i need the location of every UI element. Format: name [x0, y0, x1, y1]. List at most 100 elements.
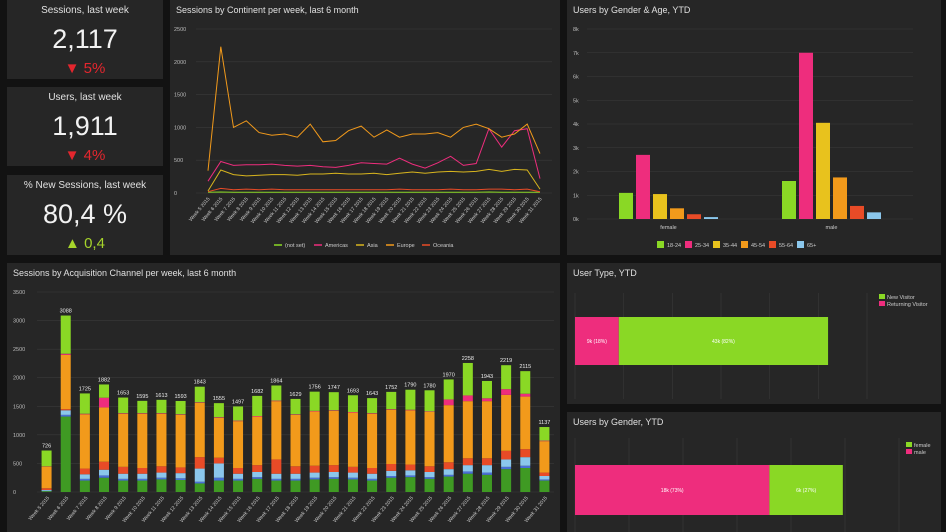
bar-segment: [328, 465, 339, 472]
bar-segment: [194, 481, 205, 484]
panel-title: Users by Gender, YTD: [573, 417, 664, 427]
bar-segment: [79, 478, 90, 481]
gender-chart-panel: Users by Gender, YTD 18k (73%) 6k (27%) fe…: [567, 412, 941, 532]
bar-segment: [386, 464, 397, 471]
bar-segment: [424, 478, 435, 492]
y-tick-label: 3000: [13, 319, 25, 325]
bar-female-25-34: [636, 154, 650, 219]
y-tick-label: 3500: [13, 290, 25, 296]
data-label: 3088: [60, 309, 72, 315]
bar-segment: [79, 413, 90, 415]
y-tick-label: 6k: [573, 75, 579, 81]
kpi-value: 80,4 %: [42, 199, 128, 229]
legend-label: Americas: [325, 243, 348, 249]
bar-segment: [328, 472, 339, 478]
y-tick-label: 0k: [573, 217, 579, 223]
bar-female-45-54: [670, 208, 684, 219]
y-tick-label: 3k: [573, 146, 579, 152]
bar-male-18-24: [782, 181, 796, 219]
bar-segment: [252, 395, 263, 416]
bar-segment: [137, 413, 148, 468]
bar-segment: [79, 414, 90, 469]
legend-swatch: [741, 241, 748, 248]
panel-title: Users by Gender & Age, YTD: [573, 5, 691, 15]
legend-label: 55-64: [779, 243, 793, 249]
bar-segment: [271, 478, 282, 481]
y-tick-label: 2500: [13, 347, 25, 353]
bar-segment: [501, 394, 512, 451]
bar-segment: [481, 472, 492, 475]
bar-segment: [501, 469, 512, 492]
bar-segment: [252, 465, 263, 472]
bar-segment: [405, 475, 416, 478]
data-label: 1613: [155, 393, 167, 399]
bar-segment: [290, 480, 301, 492]
bar-segment: [233, 468, 244, 474]
data-label: 1790: [404, 383, 416, 389]
legend-label: (not set): [285, 243, 305, 249]
legend-swatch: [657, 241, 664, 248]
bar-segment: [137, 468, 148, 474]
bar-segment: [367, 398, 378, 414]
y-tick-label: 1500: [174, 93, 186, 99]
bar-segment: [271, 459, 282, 474]
gender-age-bar-chart: 0k 1k 2k 3k 4k 5k 6k 7k 8k female male 18-24 25-34 35…: [573, 27, 913, 249]
bar-segment: [271, 473, 282, 479]
bar-segment: [213, 463, 224, 478]
data-label: 1693: [347, 388, 359, 394]
bar-segment: [156, 466, 167, 473]
kpi-delta-value: 5%: [83, 60, 106, 77]
data-label: 1970: [443, 372, 455, 378]
bar-segment: [99, 469, 110, 476]
bar-segment: [462, 395, 473, 402]
kpi-title: Users, last week: [48, 92, 122, 103]
bar-segment: [309, 472, 320, 478]
bar-segment: [443, 405, 454, 463]
bar-segment: [405, 470, 416, 476]
bar-male-55-64: [850, 205, 864, 219]
legend-label: Oceania: [433, 243, 454, 249]
bar-segment: [41, 450, 52, 467]
bar-segment: [347, 395, 358, 412]
y-tick-label: 7k: [573, 51, 579, 57]
bar-segment: [79, 393, 90, 414]
bar-segment: [539, 441, 550, 473]
legend-label: New Visitor: [887, 295, 915, 301]
bar-segment: [424, 477, 435, 479]
bar-segment: [501, 365, 512, 390]
user-type-chart-panel: User Type, YTD 9k (18%) 43k (82%) New Visi…: [567, 263, 941, 404]
y-tick-label: 0: [13, 490, 16, 496]
legend-label: male: [914, 450, 926, 456]
bar-segment: [309, 411, 320, 466]
bar-segment: [213, 417, 224, 458]
triangle-down-icon: ▼: [64, 147, 80, 164]
panel-title: Sessions by Continent per week, last 6 m…: [176, 5, 359, 15]
bar-segment: [290, 398, 301, 415]
bar-segment: [194, 386, 205, 403]
panel-title: User Type, YTD: [573, 268, 637, 278]
legend-label: 18-24: [667, 243, 681, 249]
bar-returning-visitor: [575, 317, 619, 365]
legend-swatch: [797, 241, 804, 248]
bar-segment: [99, 397, 110, 408]
bar-segment: [328, 392, 339, 411]
bar-segment: [99, 384, 110, 398]
data-label: 6k (27%): [796, 488, 816, 494]
legend-label: Asia: [367, 243, 379, 249]
bar-segment: [60, 414, 71, 417]
bar-segment: [462, 471, 473, 474]
bar-segment: [367, 473, 378, 479]
legend-swatch: [685, 241, 692, 248]
bar-segment: [405, 464, 416, 471]
bar-segment: [41, 490, 52, 491]
bar-segment: [156, 472, 167, 478]
bar-segment: [290, 414, 301, 467]
bar-segment: [520, 371, 531, 394]
bar-segment: [233, 473, 244, 479]
bar-segment: [328, 477, 339, 479]
legend-label: 35-44: [723, 243, 737, 249]
bar-segment: [118, 397, 129, 414]
y-tick-label: 2000: [174, 60, 186, 66]
data-label: 1725: [79, 386, 91, 392]
